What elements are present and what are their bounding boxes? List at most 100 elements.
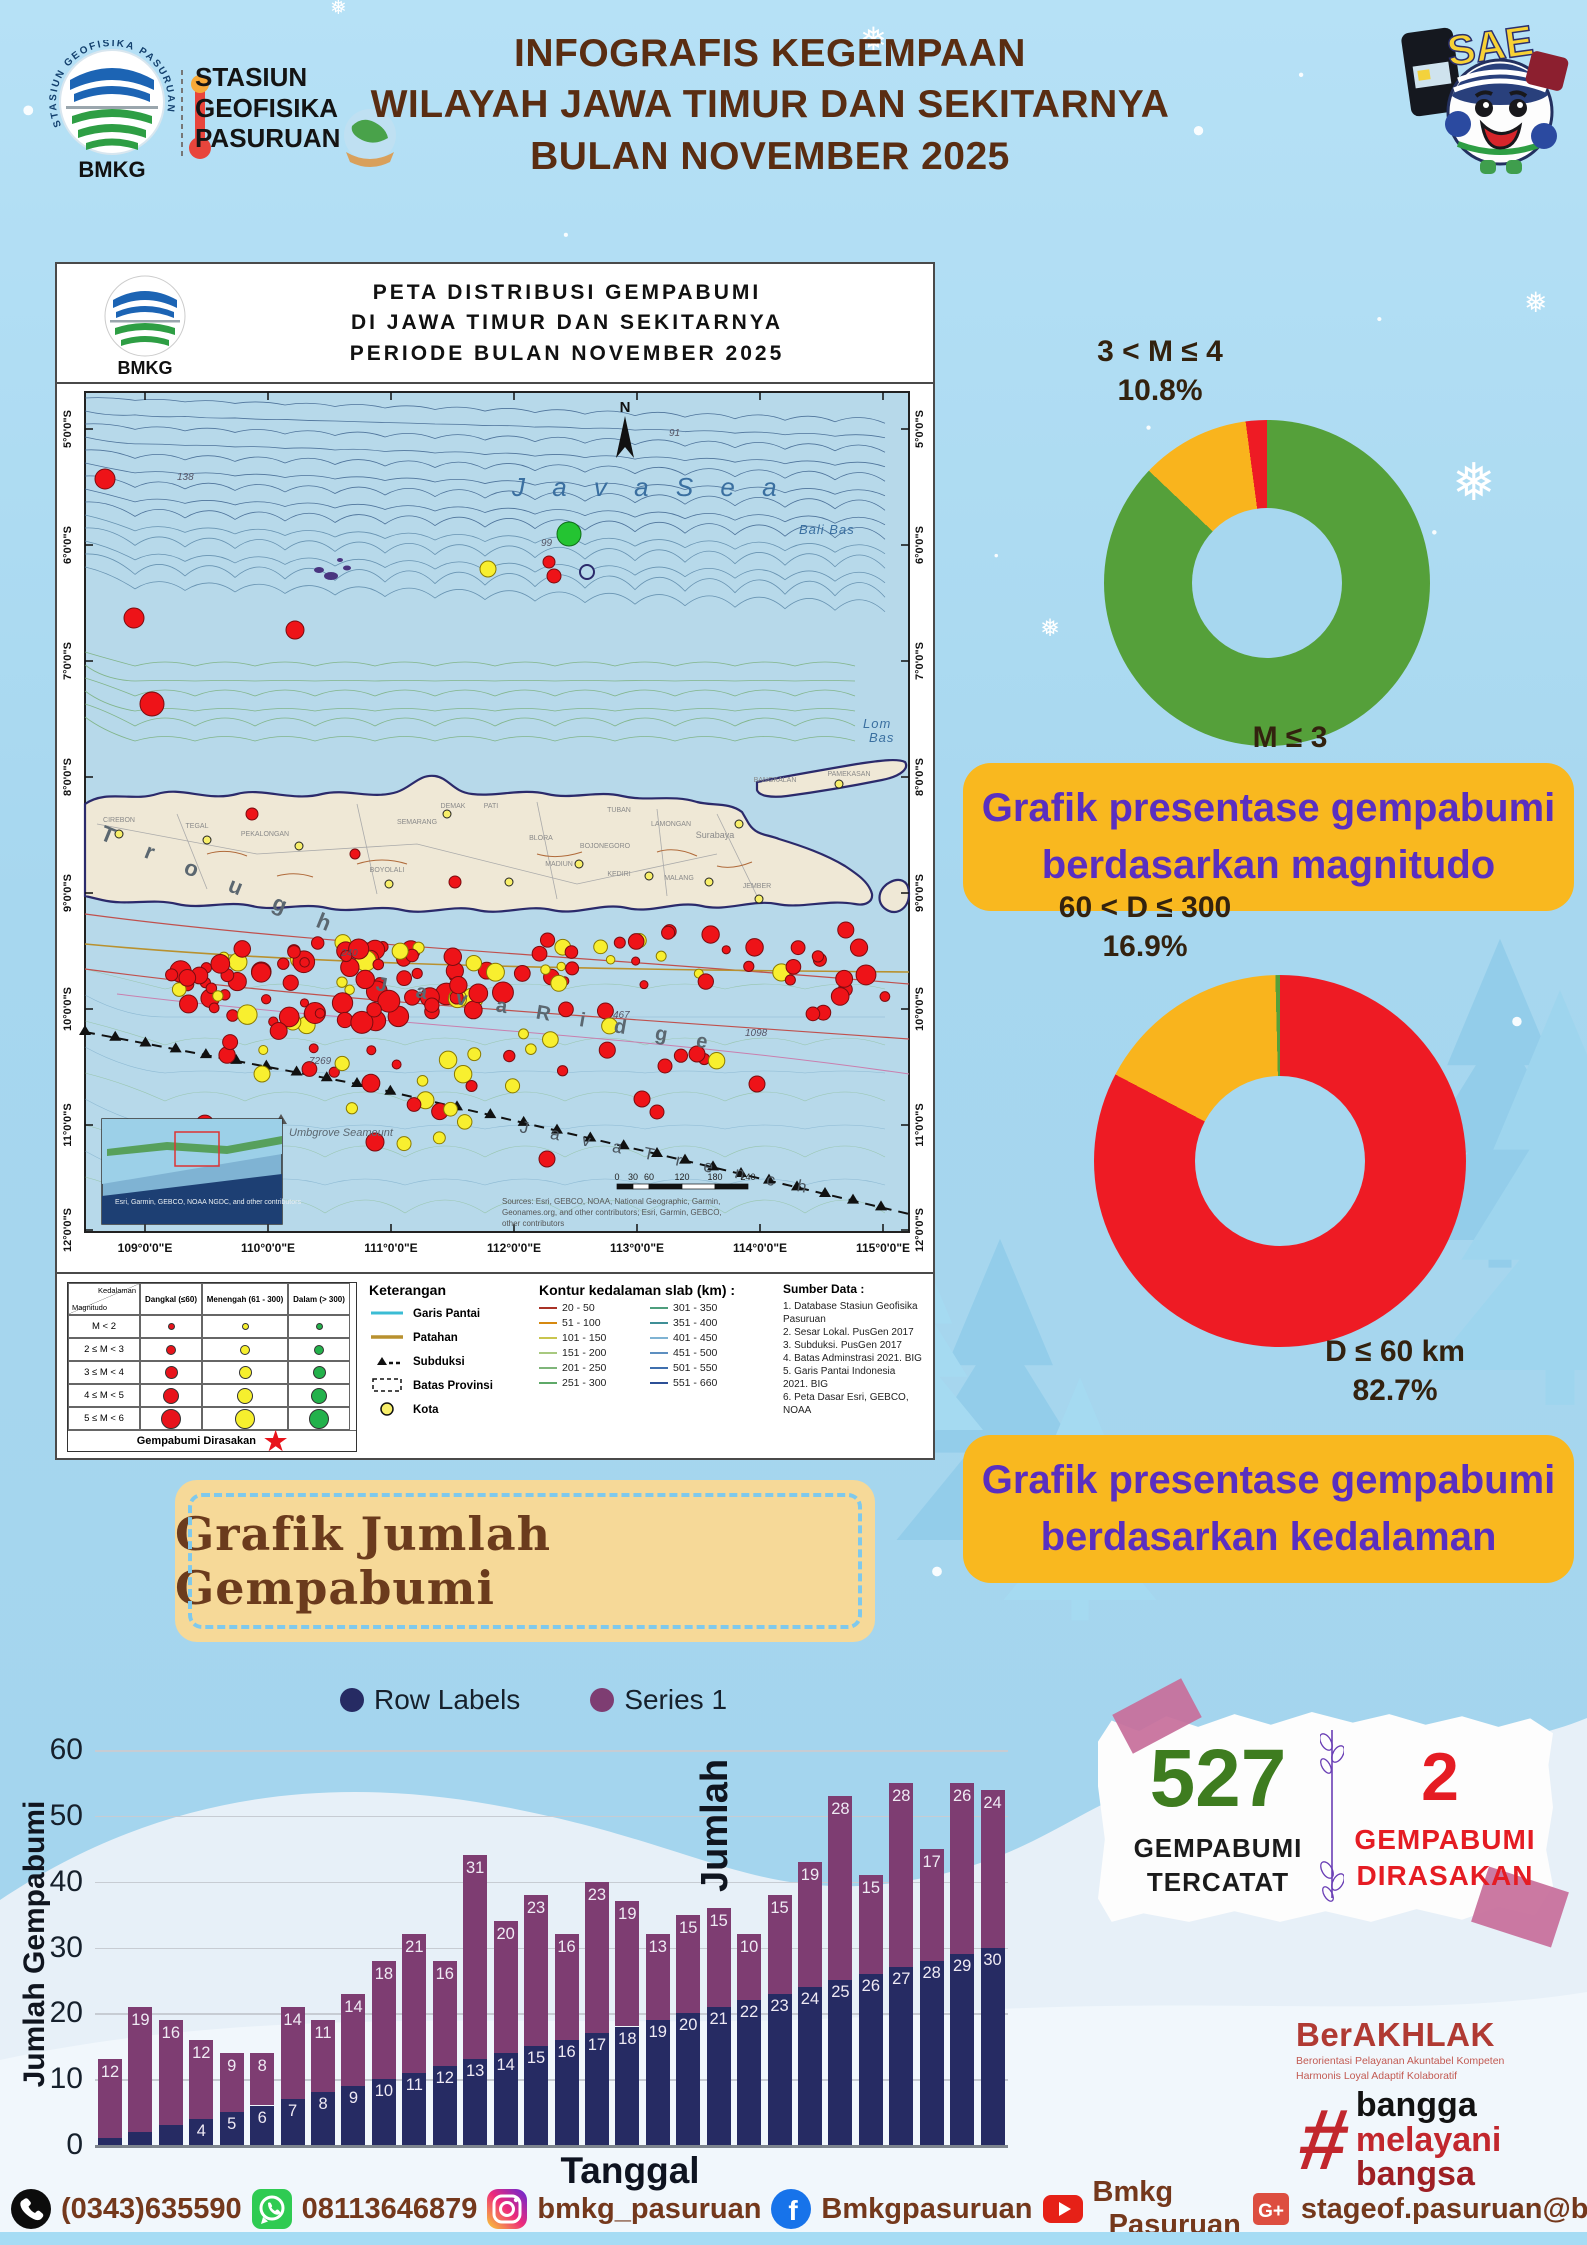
bar-count-segment	[524, 1894, 549, 2047]
bar-day-segment	[189, 2118, 214, 2145]
scale-tick: 60	[644, 1172, 654, 1182]
count-label: 18	[374, 1964, 394, 1983]
scale-tick: 180	[707, 1172, 722, 1182]
kontur-range: 401 - 450	[650, 1332, 755, 1344]
instagram-handle: bmkg_pasuruan	[537, 2192, 762, 2225]
phone-number: (0343)635590	[61, 2192, 242, 2225]
count-label: 14	[344, 1997, 363, 2016]
quake-red	[391, 1059, 402, 1070]
quake-red	[336, 1011, 354, 1029]
day-label: 30	[983, 1950, 1002, 1969]
scale-bar: 0 30 60 120 180 240	[614, 1172, 756, 1190]
quake-red	[396, 970, 413, 987]
quake-red	[631, 956, 641, 966]
tree-silhouette	[1447, 938, 1553, 1066]
quake-yellow	[336, 976, 348, 988]
quake-red	[745, 938, 764, 957]
bar-count-segment	[615, 1901, 640, 2027]
quake-red	[424, 997, 440, 1013]
bar-day-segment	[706, 2006, 731, 2145]
kontur-range: 101 - 150	[539, 1332, 644, 1344]
day-label: 25	[831, 1983, 850, 2002]
keterangan-swatch	[369, 1377, 405, 1396]
quake-yellow	[518, 1028, 529, 1040]
quake-red	[226, 1009, 239, 1022]
quake-red	[468, 983, 489, 1004]
day-label: 8	[318, 2095, 328, 2114]
gridline	[95, 1815, 1008, 1818]
quake-yellow	[416, 1075, 429, 1087]
legend-grid: Kedalaman Magnitudo Dangkal (≤60) Menengah …	[68, 1283, 356, 1430]
count-label: 26	[952, 1786, 972, 1805]
kontur-range: 51 - 100	[539, 1317, 644, 1329]
legend-size-dot	[202, 1315, 288, 1338]
contour-value: 240	[340, 948, 358, 959]
snow-hill-2	[0, 1992, 1587, 2245]
quake-red	[340, 949, 353, 963]
day-label: 20	[679, 2016, 698, 2035]
quake-red	[701, 925, 720, 944]
quake-red	[688, 1045, 706, 1063]
count-label: 23	[587, 1885, 607, 1904]
inner-axis-label: Jumlah	[694, 1758, 736, 1892]
scale-tick: 240	[740, 1172, 755, 1182]
gridline	[95, 1881, 1008, 1884]
x-axis-label: Tanggal	[560, 2150, 700, 2191]
y-tick-label: 10	[49, 2062, 83, 2096]
city-label: TEGAL	[186, 823, 209, 830]
quake-red	[377, 989, 401, 1013]
latitude-label: 12°0'0"S	[62, 1208, 74, 1252]
quake-red	[299, 957, 310, 968]
quake-red	[372, 958, 385, 971]
longitude-label: 114°0'0"E	[733, 1241, 787, 1255]
snow-dot	[1298, 72, 1304, 77]
quake-red	[355, 969, 375, 990]
magnitude-circle	[241, 1323, 249, 1330]
depth-small-slice-label: 60 < D ≤ 300 16.9%	[1058, 891, 1232, 963]
legend-size-dot	[288, 1361, 350, 1384]
map-panel: BMKG PETA DISTRIBUSI GEMPABUMI DI JAWA T…	[55, 262, 935, 1460]
local-faults	[206, 849, 753, 878]
bar-count-segment	[950, 1782, 975, 1955]
map-title-row: BMKG PETA DISTRIBUSI GEMPABUMI DI JAWA T…	[57, 264, 933, 384]
count-label: 15	[679, 1918, 698, 1937]
felt-count: 2	[1421, 1739, 1459, 1815]
quake-red	[546, 568, 562, 584]
map-label: Bali Bas	[799, 522, 855, 537]
bar-day-segment	[311, 2092, 336, 2145]
city-label: LAMONGAN	[651, 821, 691, 828]
latitude-label: 10°0'0"S	[914, 987, 926, 1031]
day-label: 16	[557, 2042, 576, 2061]
legend-col-header: Dangkal (≤60)	[140, 1283, 202, 1315]
kontur-range: 451 - 500	[650, 1347, 755, 1359]
facebook-icon: f	[771, 2189, 812, 2229]
quake-red	[542, 555, 556, 569]
keterangan-block: Keterangan Garis Pantai Patahan Subduksi Ba…	[369, 1282, 527, 1452]
scale-tick: 0	[614, 1172, 619, 1182]
city-label: BLORA	[529, 835, 553, 842]
city-label: CIREBON	[103, 817, 135, 824]
city-dot	[114, 829, 124, 839]
magnitude-circle	[312, 1366, 326, 1379]
quake-red	[277, 957, 290, 970]
quake-red	[139, 691, 165, 717]
quake-red	[811, 950, 825, 963]
quake-yellow	[525, 1043, 537, 1055]
bmkg-round-logo: BMKG STASIUN GEOFISIKA PASURUAN	[48, 38, 174, 182]
kontur-range: 551 - 660	[650, 1377, 755, 1389]
count-label: 9	[227, 2056, 237, 2075]
bar-count-segment	[402, 1934, 427, 2073]
quake-red	[855, 964, 877, 986]
quake-red	[361, 1073, 381, 1093]
latitude-label: 7°0'0"S	[914, 642, 926, 680]
y-axis-label: Jumlah Gempabumi	[18, 1800, 51, 2088]
kontur-block: Kontur kedalaman slab (km) : 20 - 50 301 …	[539, 1282, 771, 1452]
quake-red	[222, 1034, 239, 1051]
depth-caption-banner: Grafik presentase gempabumi berdasarkan …	[963, 1435, 1574, 1583]
city-label: KEDIRI	[607, 871, 630, 878]
magnitude-donut-hole	[1192, 508, 1342, 658]
city-label: BANGKALAN	[754, 777, 797, 784]
kontur-range: 20 - 50	[539, 1302, 644, 1314]
page-title-line3: BULAN NOVEMBER 2025	[530, 134, 1010, 178]
